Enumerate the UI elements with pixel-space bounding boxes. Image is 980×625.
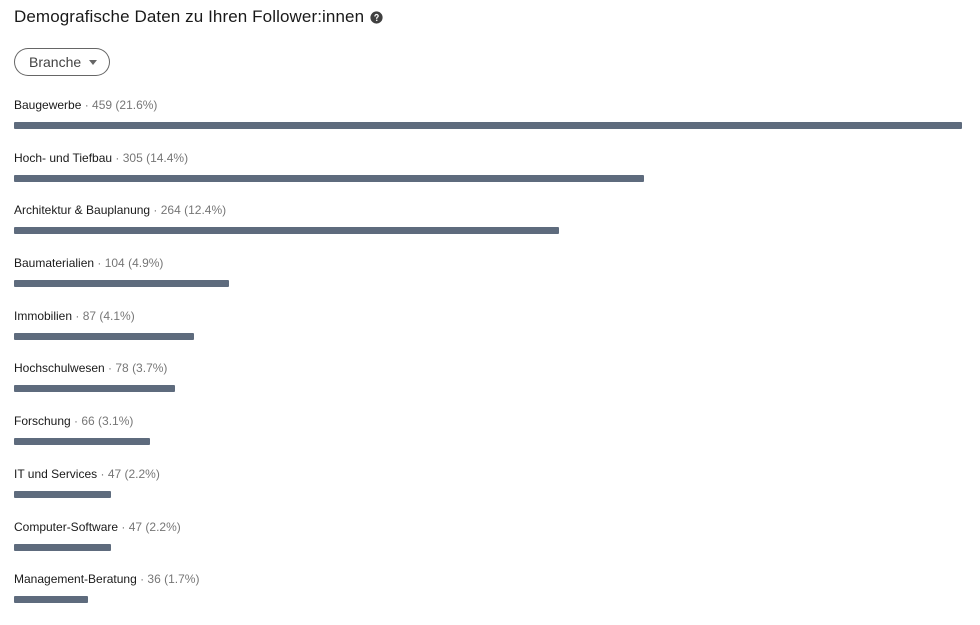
bar-fill (14, 385, 175, 393)
item-label: Architektur & Bauplanung · 264 (12.4%) (14, 203, 964, 218)
filter-label: Branche (29, 54, 82, 70)
bar-track (14, 490, 964, 498)
bar-track (14, 332, 964, 340)
item-stats: · 264 (12.4%) (150, 203, 227, 218)
bar-fill (14, 596, 88, 604)
bar-track (14, 596, 964, 604)
bar-fill (14, 438, 150, 446)
item-stats: · 87 (4.1%) (72, 308, 135, 323)
bar-track (14, 385, 964, 393)
caret-down-icon (89, 59, 98, 65)
demographics-list: Baugewerbe · 459 (21.6%) Hoch- und Tiefba… (14, 98, 964, 625)
item-name: IT und Services (14, 466, 98, 481)
item-name: Immobilien (14, 308, 73, 323)
item-stats: · 104 (4.9%) (94, 256, 164, 271)
bar-fill (14, 490, 111, 498)
page-title: Demografische Daten zu Ihren Follower:in… (14, 7, 365, 26)
list-item: Forschung · 66 (3.1%) (14, 414, 964, 467)
industry-filter-dropdown[interactable]: Branche (14, 48, 111, 76)
list-item: Hoch- und Tiefbau · 305 (14.4%) (14, 151, 964, 204)
list-item: Architektur & Bauplanung · 264 (12.4%) (14, 203, 964, 256)
item-name: Hoch- und Tiefbau (14, 150, 113, 165)
header: Demografische Daten zu Ihren Follower:in… (14, 6, 383, 28)
bar-track (14, 280, 964, 288)
bar-track (14, 227, 964, 235)
item-stats: · 36 (1.7%) (136, 572, 200, 587)
item-label: Immobilien · 87 (4.1%) (14, 309, 964, 324)
item-label: Computer-Software · 47 (2.2%) (14, 520, 964, 535)
item-name: Management-Beratung (14, 572, 137, 587)
bar-track (14, 438, 964, 446)
item-label: Management-Beratung · 36 (1.7%) (14, 572, 964, 587)
bar-track (14, 174, 964, 182)
item-label: Baugewerbe · 459 (21.6%) (14, 98, 964, 113)
help-circle-icon[interactable] (370, 10, 383, 24)
list-item: Baugewerbe · 459 (21.6%) (14, 98, 964, 151)
bar-fill (14, 174, 644, 182)
item-stats: · 459 (21.6%) (81, 98, 158, 112)
item-stats: · 305 (14.4%) (112, 150, 189, 165)
item-label: Forschung · 66 (3.1%) (14, 414, 964, 429)
item-stats: · 47 (2.2%) (97, 466, 160, 481)
item-name: Architektur & Bauplanung (14, 203, 151, 218)
item-name: Computer-Software (14, 519, 119, 534)
list-item: Computer-Software · 47 (2.2%) (14, 520, 964, 573)
item-stats: · 66 (3.1%) (70, 414, 134, 429)
item-name: Baugewerbe (14, 98, 82, 112)
bar-fill (14, 543, 111, 551)
bar-fill (14, 332, 194, 340)
item-name: Forschung (14, 414, 71, 429)
list-item: Immobilien · 87 (4.1%) (14, 309, 964, 362)
bar-fill (14, 227, 559, 235)
bar-track (14, 543, 964, 551)
item-name: Baumaterialien (14, 256, 95, 271)
item-label: Hoch- und Tiefbau · 305 (14.4%) (14, 151, 964, 166)
list-item: Hochschulwesen · 78 (3.7%) (14, 361, 964, 414)
list-item: Management-Beratung · 36 (1.7%) (14, 572, 964, 625)
item-label: Hochschulwesen · 78 (3.7%) (14, 361, 964, 376)
list-item: Baumaterialien · 104 (4.9%) (14, 256, 964, 309)
bar-track (14, 122, 964, 129)
item-stats: · 78 (3.7%) (104, 361, 168, 376)
item-stats: · 47 (2.2%) (118, 519, 181, 534)
item-name: Hochschulwesen (14, 361, 105, 376)
bar-fill (14, 122, 962, 129)
bar-fill (14, 280, 229, 288)
item-label: Baumaterialien · 104 (4.9%) (14, 256, 964, 271)
list-item: IT und Services · 47 (2.2%) (14, 467, 964, 520)
item-label: IT und Services · 47 (2.2%) (14, 467, 964, 482)
